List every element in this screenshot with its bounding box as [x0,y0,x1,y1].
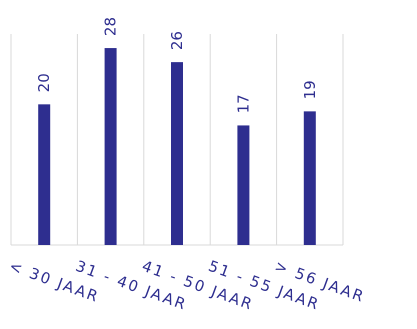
data-label: 26 [168,31,186,50]
data-label: 17 [234,94,252,113]
bars [38,48,316,246]
bar [104,48,117,245]
data-label: 20 [35,73,53,92]
data-label: 19 [301,80,319,99]
bar [38,104,51,245]
data-label: 28 [102,17,120,36]
grid-lines [10,34,344,245]
bar [171,62,183,246]
bar [237,125,250,245]
data-labels: 20 28 26 17 19 [35,17,319,113]
bar [303,111,316,245]
